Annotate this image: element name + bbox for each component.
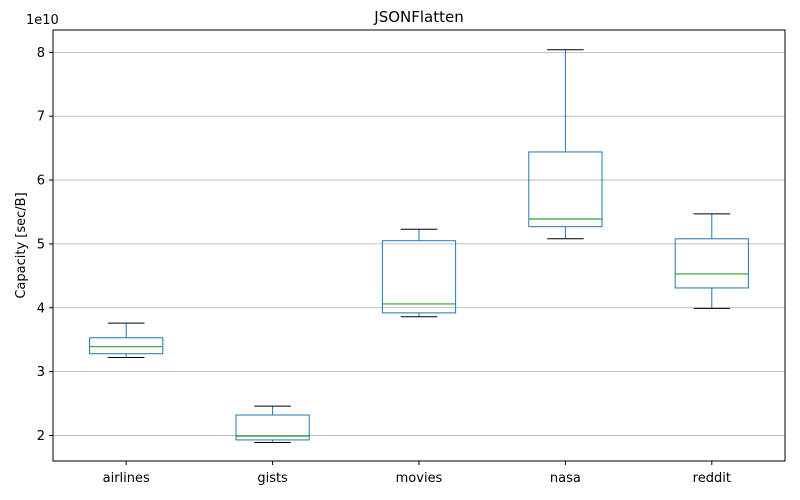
y-tick-label-5: 5 [37, 237, 45, 252]
grid-lines [53, 51, 785, 436]
y-axis-exponent-label: 1e10 [26, 13, 59, 28]
y-tick-label-6: 6 [37, 174, 45, 189]
box-iqr-gists [235, 414, 310, 441]
y-tick-label-7: 7 [37, 110, 45, 125]
boxes-layer [89, 49, 749, 443]
x-tick-label-movies: movies [396, 471, 443, 486]
box-iqr-airlines [89, 337, 164, 355]
y-tick-label-3: 3 [37, 365, 45, 380]
box-iqr-reddit [674, 238, 749, 289]
y-axis-label: Capacity [sec/B] [14, 192, 29, 298]
y-tick-label-2: 2 [37, 429, 45, 444]
x-tick-label-gists: gists [257, 471, 288, 486]
box-movies [381, 228, 457, 318]
box-iqr-nasa [528, 151, 603, 228]
box-reddit [674, 213, 749, 309]
x-tick-label-airlines: airlines [103, 471, 150, 486]
axes-layer: 2 3 4 5 6 7 8 airlines gists movies nasa reddit [37, 46, 731, 486]
x-tick-label-reddit: reddit [693, 471, 731, 486]
y-tick-label-4: 4 [37, 301, 45, 316]
y-tick-label-8: 8 [37, 46, 45, 61]
x-tick-label-nasa: nasa [550, 471, 581, 486]
box-nasa [528, 49, 603, 240]
chart-title: JSONFlatten [373, 8, 463, 26]
box-gists [235, 405, 310, 443]
box-airlines [89, 322, 164, 359]
box-iqr-movies [381, 240, 457, 314]
